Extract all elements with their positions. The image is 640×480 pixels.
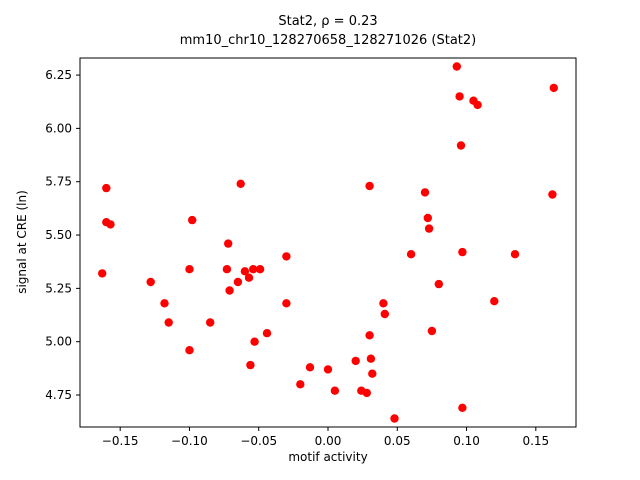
y-tick-label: 5.50 (45, 228, 72, 242)
y-tick-label: 5.75 (45, 175, 72, 189)
scatter-point (424, 224, 434, 233)
scatter-point (98, 269, 107, 278)
scatter-point (160, 299, 169, 308)
scatter-point (455, 92, 464, 101)
scatter-point (255, 265, 265, 274)
scatter-point (185, 346, 194, 355)
scatter-point (390, 414, 399, 423)
scatter-point (434, 279, 443, 289)
scatter-point (330, 386, 340, 395)
scatter-point (456, 141, 466, 150)
scatter-point (222, 265, 232, 274)
scatter-point (548, 190, 557, 199)
scatter-point (366, 354, 376, 363)
scatter-point (282, 252, 291, 261)
y-tick-label: 6.00 (45, 121, 72, 135)
scatter-point (282, 299, 291, 308)
scatter-point (406, 250, 416, 259)
scatter-point (362, 388, 371, 398)
scatter-point (473, 100, 482, 110)
x-tick-label: 0.05 (384, 434, 411, 448)
y-tick-label: 5.00 (45, 335, 72, 349)
scatter-point (236, 179, 245, 188)
y-tick-label: 6.25 (45, 68, 72, 82)
scatter-point (490, 297, 499, 306)
chart-title-line1: Stat2, ρ = 0.23 (278, 14, 378, 29)
scatter-point (420, 188, 430, 197)
scatter-point (365, 331, 374, 340)
chart-title: Stat2, ρ = 0.23 mm10_chr10_128270658_128… (80, 12, 576, 50)
scatter-point (206, 318, 215, 327)
scatter-point (233, 277, 243, 287)
scatter-point (380, 309, 389, 319)
x-tick-label: −0.15 (102, 434, 139, 448)
chart-title-line2: mm10_chr10_128270658_128271026 (Stat2) (179, 33, 477, 48)
scatter-point (296, 380, 305, 389)
scatter-point (244, 273, 254, 282)
scatter-point (365, 181, 374, 191)
scatter-point (146, 277, 155, 287)
scatter-point (323, 365, 333, 374)
scatter-point (368, 369, 377, 378)
scatter-point (510, 250, 520, 259)
scatter-point (458, 247, 467, 257)
x-tick-label: −0.05 (240, 434, 277, 448)
scatter-point (250, 337, 259, 346)
y-tick-label: 5.25 (45, 281, 72, 295)
scatter-point (549, 83, 558, 93)
scatter-point (188, 215, 197, 225)
scatter-point (249, 265, 258, 274)
scatter-point (164, 318, 173, 327)
scatter-point (262, 329, 272, 338)
x-tick-label: 0.10 (453, 434, 480, 448)
x-tick-label: 0.15 (522, 434, 549, 448)
scatter-point (240, 267, 250, 276)
scatter-point (458, 403, 467, 412)
x-axis-label: motif activity (288, 450, 368, 464)
x-tick-label: −0.10 (171, 434, 208, 448)
scatter-point (185, 265, 194, 274)
scatter-point (423, 213, 432, 223)
y-tick-label: 4.75 (45, 388, 72, 402)
x-tick-label: 0.00 (315, 434, 342, 448)
scatter-point (379, 299, 388, 308)
scatter-point (106, 220, 115, 229)
scatter-point (224, 239, 233, 248)
scatter-point (305, 363, 315, 372)
scatter-point (351, 356, 360, 366)
scatter-point (452, 62, 461, 71)
scatter-point (427, 326, 437, 336)
scatter-point (102, 183, 111, 193)
y-axis-label: signal at CRE (ln) (15, 190, 29, 294)
scatter-point (225, 286, 234, 295)
scatter-point (246, 360, 255, 370)
